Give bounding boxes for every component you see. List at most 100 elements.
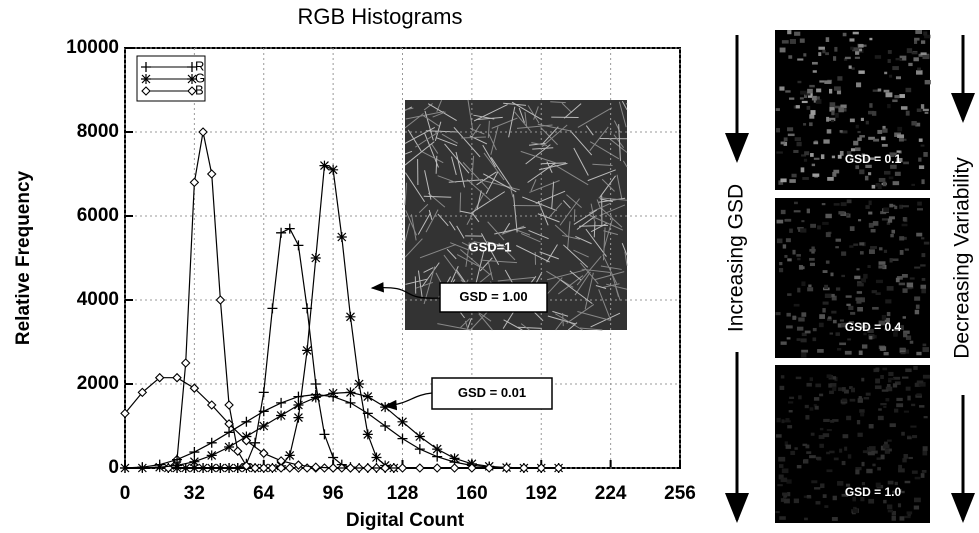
texture (609, 138, 628, 153)
image-speckle (860, 325, 868, 329)
image-speckle (848, 65, 852, 69)
texture (404, 107, 414, 111)
marker-diamond (449, 463, 460, 473)
image-speckle (905, 335, 912, 340)
image-speckle (911, 403, 916, 407)
image-speckle (905, 368, 912, 373)
marker-diamond (467, 463, 477, 473)
texture (487, 260, 494, 281)
image-speckle (809, 248, 816, 252)
marker-diamond (519, 463, 529, 473)
image-speckle (839, 342, 847, 346)
texture (599, 204, 626, 217)
image-speckle (924, 34, 931, 39)
image-speckle (827, 317, 832, 321)
image-speckle (830, 272, 834, 277)
inset-label: GSD=1 (469, 239, 512, 254)
image-speckle (850, 46, 854, 50)
image-speckle (875, 367, 880, 372)
texture (524, 112, 528, 127)
image-speckle (801, 100, 808, 104)
image-label: GSD = 1.0 (845, 485, 902, 499)
texture (443, 254, 465, 283)
image-speckle (813, 404, 817, 407)
image-speckle (882, 125, 886, 129)
image-speckle (810, 110, 816, 115)
marker-diamond (501, 463, 512, 473)
image-speckle (889, 423, 896, 428)
image-speckle (783, 141, 788, 146)
texture (622, 160, 628, 168)
image-speckle (810, 153, 814, 157)
texture (490, 126, 499, 155)
image-speckle (921, 253, 926, 258)
image-speckle (796, 338, 801, 341)
image-speckle (809, 114, 815, 119)
image-speckle (921, 277, 926, 281)
image-speckle (865, 392, 871, 396)
texture (404, 150, 413, 155)
texture (455, 151, 465, 188)
image-speckle (850, 148, 856, 152)
image-speckle (829, 102, 836, 108)
image-speckle (799, 266, 805, 270)
image-speckle (918, 157, 922, 162)
image-speckle (902, 288, 908, 293)
texture (616, 174, 623, 200)
image-speckle (923, 152, 928, 157)
image-speckle (848, 154, 855, 158)
image-speckle (825, 213, 832, 219)
texture (566, 304, 595, 324)
image-speckle (900, 352, 906, 355)
marker-plus (187, 62, 197, 72)
image-speckle (914, 266, 921, 269)
image-speckle (904, 515, 911, 519)
image-speckle (912, 435, 918, 439)
marker-star (354, 379, 365, 389)
image-speckle (804, 151, 810, 156)
x-tick-label: 96 (323, 483, 344, 504)
image-speckle (801, 154, 807, 157)
marker-plus (267, 303, 278, 314)
image-speckle (874, 55, 882, 59)
image-speckle (894, 171, 901, 176)
image-speckle (895, 57, 903, 61)
image-speckle (837, 76, 843, 81)
texture (585, 125, 594, 136)
image-speckle (842, 434, 849, 439)
image-speckle (855, 50, 860, 55)
image-speckle (916, 70, 923, 75)
image-speckle (841, 251, 847, 256)
image-speckle (887, 218, 893, 223)
image-speckle (885, 386, 893, 392)
image-speckle (784, 441, 788, 447)
x-tick-label: 64 (253, 483, 275, 504)
marker-star (371, 452, 382, 463)
texture (535, 190, 566, 204)
image-speckle (789, 179, 796, 183)
image-speckle (899, 55, 907, 61)
image-speckle (844, 446, 848, 451)
marker-diamond (241, 461, 252, 471)
image-speckle (868, 446, 876, 451)
image-speckle (830, 293, 835, 298)
marker-diamond (284, 463, 295, 473)
image-speckle (883, 499, 887, 504)
image-speckle (860, 117, 864, 122)
image-speckle (780, 477, 788, 483)
marker-star (189, 463, 200, 473)
texture (511, 101, 543, 121)
image-speckle (825, 232, 831, 238)
texture (417, 270, 423, 297)
image-speckle (830, 119, 835, 123)
image-speckle (923, 241, 930, 245)
texture (530, 179, 537, 192)
image-speckle (884, 448, 891, 454)
image-speckle (897, 126, 903, 132)
texture (503, 319, 523, 331)
image-speckle (806, 208, 810, 214)
image-speckle (894, 408, 899, 413)
marker-diamond (141, 86, 151, 96)
texture (590, 312, 621, 328)
texture (482, 144, 496, 168)
